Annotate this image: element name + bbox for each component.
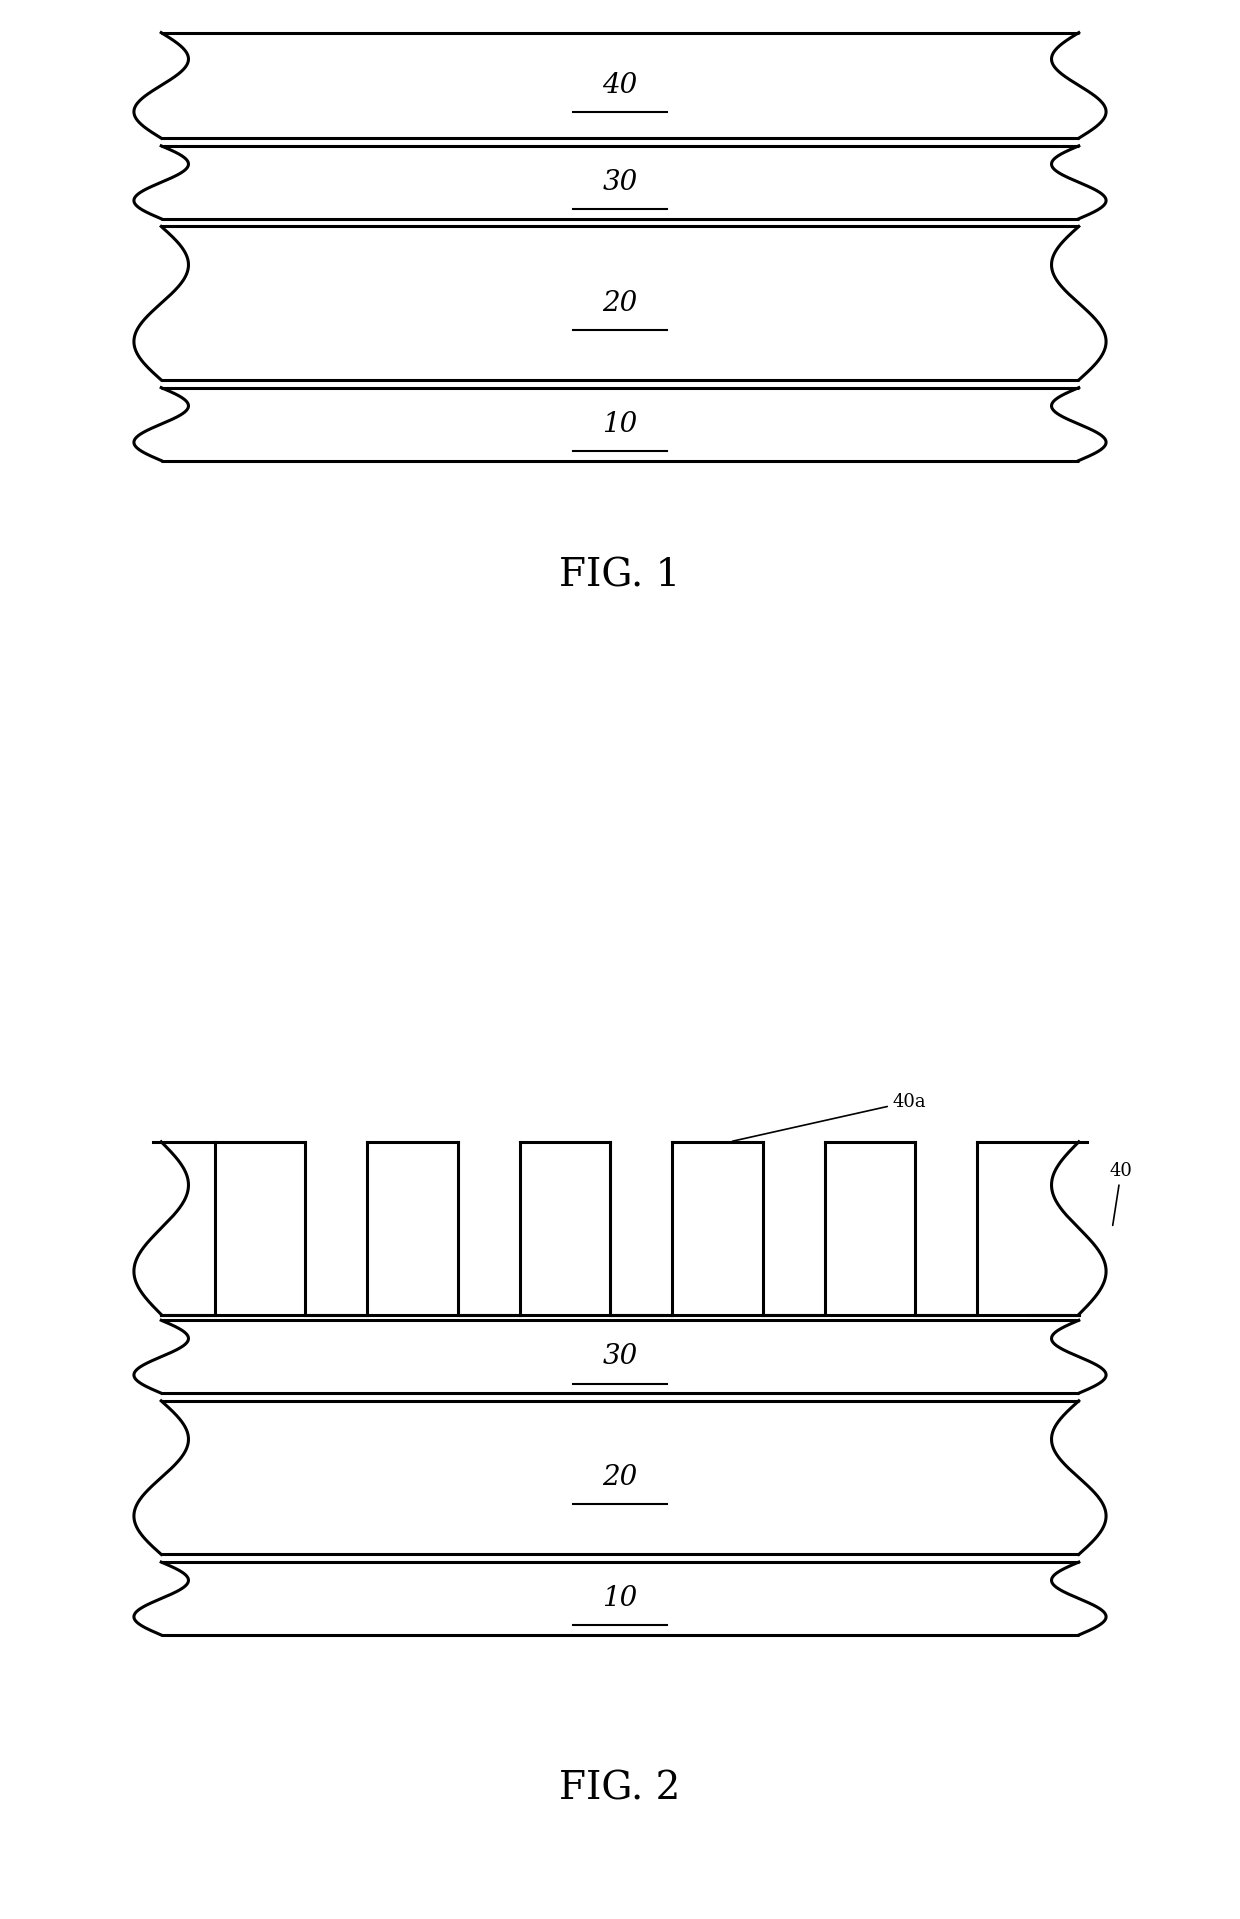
Text: FIG. 2: FIG. 2 [559,1769,681,1808]
Text: 20: 20 [603,290,637,317]
Text: 40: 40 [1110,1161,1132,1226]
Text: FIG. 1: FIG. 1 [559,557,681,595]
Text: 20: 20 [603,1464,637,1491]
Text: 40: 40 [603,71,637,100]
Text: 10: 10 [603,1585,637,1612]
Text: 30: 30 [603,169,637,196]
Text: 40a: 40a [733,1092,926,1142]
Text: 10: 10 [603,411,637,438]
Text: 30: 30 [603,1343,637,1370]
